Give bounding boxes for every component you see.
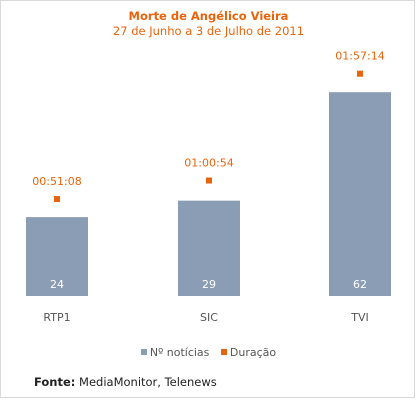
duration-marker-tvi — [357, 70, 363, 77]
duration-marker-rtp1 — [54, 196, 60, 203]
bar-value-label-rtp1: 24 — [50, 278, 64, 291]
chart-title: Morte de Angélico Vieira — [128, 9, 289, 23]
legend-label-news-count: Nº notícias — [149, 346, 210, 359]
bar-tvi — [329, 92, 391, 296]
bar-value-label-tvi: 62 — [353, 278, 367, 291]
duration-marker-sic — [206, 177, 212, 184]
legend-swatch-duration — [220, 349, 227, 355]
duration-label-tvi: 01:57:14 — [335, 50, 384, 63]
bar-sic — [178, 200, 240, 296]
bar-rtp1 — [26, 217, 88, 296]
legend-swatch-news-count — [140, 349, 147, 355]
legend-label-duration: Duração — [229, 346, 277, 359]
chart-subtitle: 27 de Junho a 3 de Julho de 2011 — [112, 24, 305, 38]
legend-item-duration: Duração — [220, 346, 277, 359]
source-text: MediaMonitor, Telenews — [79, 375, 217, 389]
chart-legend: Nº notícias Duração — [0, 346, 417, 359]
source-label: Fonte: — [34, 375, 76, 389]
x-tick-label-rtp1: RTP1 — [43, 311, 70, 324]
x-tick-label-tvi: TVI — [350, 311, 369, 324]
bar-value-label-sic: 29 — [202, 278, 216, 291]
source-note: Fonte: MediaMonitor, Telenews — [34, 375, 217, 389]
x-tick-label-sic: SIC — [200, 311, 218, 324]
duration-label-sic: 01:00:54 — [184, 157, 233, 170]
duration-label-rtp1: 00:51:08 — [32, 175, 81, 188]
legend-item-news-count: Nº notícias — [140, 346, 210, 359]
